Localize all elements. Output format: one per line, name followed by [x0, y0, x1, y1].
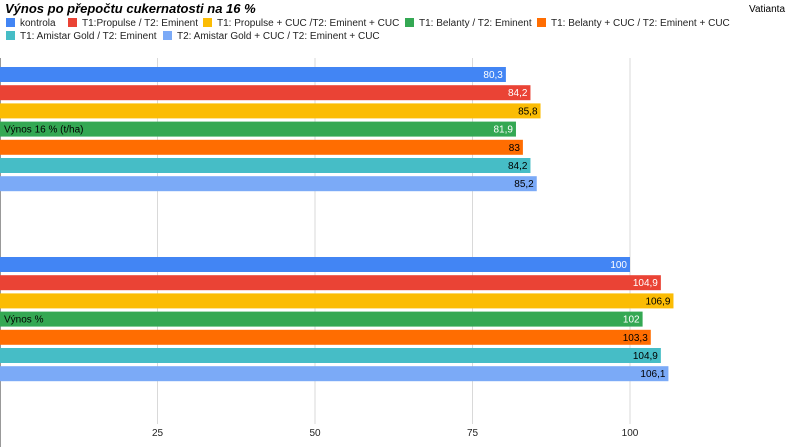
bar-value-label: 106,1 — [640, 369, 665, 380]
legend-item: T1: Propulse + CUC /T2: Eminent + CUC — [203, 18, 399, 29]
category-labels: Výnos 16 % (t/ha) Výnos % — [4, 125, 83, 326]
legend-label: kontrola — [20, 18, 56, 29]
bar — [0, 257, 630, 272]
bar — [0, 121, 516, 137]
bar-value-label: 83 — [509, 143, 521, 154]
legend-swatch — [203, 18, 212, 27]
bar-value-label: 103,3 — [623, 333, 648, 344]
bar-value-label: 84,2 — [508, 161, 528, 172]
x-tick-label: 75 — [467, 428, 479, 439]
legend-label: T1: Belanty / T2: Eminent — [419, 18, 532, 29]
bar-value-label: 100 — [610, 260, 627, 271]
legend: kontrola T1:Propulse / T2: Eminent T1: Pro… — [6, 18, 730, 42]
x-tick-label: 100 — [622, 428, 639, 439]
bars: 80,3 84,2 85,8 81,9 83 84,2 85,2 100 104,9 106,9 1… — [0, 67, 674, 382]
bar-value-label: 104,9 — [633, 351, 658, 362]
legend-swatch — [6, 18, 15, 27]
bar-value-label: 80,3 — [483, 70, 503, 81]
category-label: Výnos % — [4, 315, 44, 326]
category-label: Výnos 16 % (t/ha) — [4, 125, 83, 136]
chart-title: Výnos po přepočtu cukernatosti na 16 % — [5, 1, 256, 16]
legend-item: T1:Propulse / T2: Eminent — [68, 18, 198, 29]
bar — [0, 103, 541, 119]
bar — [0, 275, 661, 291]
bar-value-label: 104,9 — [633, 278, 658, 289]
bar-value-label: 85,2 — [514, 179, 534, 190]
bar — [0, 67, 506, 82]
legend-label: T1:Propulse / T2: Eminent — [82, 18, 198, 29]
x-axis-ticks: 25 50 75 100 — [152, 428, 639, 439]
bar-value-label: 106,9 — [645, 296, 670, 307]
bar — [0, 311, 643, 327]
bar-value-label: 85,8 — [518, 106, 538, 117]
bar-value-label: 102 — [623, 315, 640, 326]
bar-value-label: 81,9 — [494, 125, 514, 136]
legend-swatch — [163, 31, 172, 40]
bar — [0, 85, 531, 101]
legend-swatch — [68, 18, 77, 27]
bar — [0, 366, 669, 382]
legend-item: T2: Amistar Gold + CUC / T2: Eminent + C… — [163, 31, 380, 42]
legend-item: T1: Belanty + CUC / T2: Eminent + CUC — [537, 18, 730, 29]
legend-item: T1: Belanty / T2: Eminent — [405, 18, 532, 29]
bar-value-label: 84,2 — [508, 88, 528, 99]
bar — [0, 348, 661, 363]
legend-swatch — [537, 18, 546, 27]
legend-swatch — [405, 18, 414, 27]
legend-label: T1: Propulse + CUC /T2: Eminent + CUC — [217, 18, 399, 29]
legend-label: T2: Amistar Gold + CUC / T2: Eminent + C… — [177, 31, 380, 42]
legend-item: kontrola — [6, 18, 56, 29]
x-tick-label: 25 — [152, 428, 164, 439]
bar — [0, 158, 531, 173]
legend-title: Vatianta — [749, 4, 785, 15]
legend-swatch — [6, 31, 15, 40]
legend-label: T1: Belanty + CUC / T2: Eminent + CUC — [551, 18, 730, 29]
bar — [0, 329, 651, 345]
legend-label: T1: Amistar Gold / T2: Eminent — [20, 31, 157, 42]
x-tick-label: 50 — [309, 428, 321, 439]
bar — [0, 176, 537, 192]
bar — [0, 139, 523, 155]
legend-item: T1: Amistar Gold / T2: Eminent — [6, 31, 157, 42]
bar — [0, 293, 674, 309]
